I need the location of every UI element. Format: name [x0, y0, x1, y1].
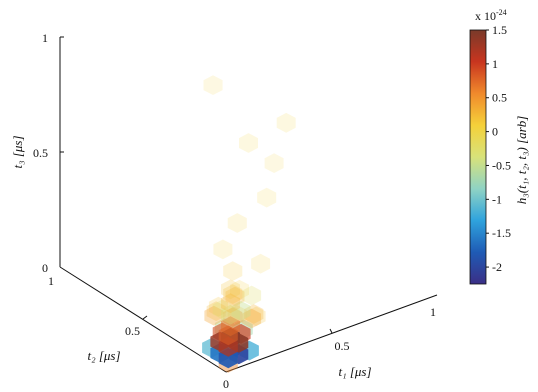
voxel-marker [223, 284, 243, 304]
colorbar-tick-label: -0.5 [492, 158, 511, 172]
voxel-marker [208, 296, 228, 317]
voxel-marker [276, 112, 296, 133]
voxel-marker [230, 279, 249, 300]
y-tick-label: 1 [48, 274, 54, 288]
voxel-marker [225, 286, 245, 307]
colorbar-tick-label: 1.5 [492, 23, 507, 37]
y-axis-line [59, 266, 227, 373]
voxel-marker [221, 293, 240, 314]
x-tick-label: 0.5 [335, 339, 350, 353]
colorbar [469, 29, 487, 285]
z-axis-label: t₃ [μs] [10, 135, 25, 168]
voxel-marker [213, 239, 233, 260]
colorbar-tick-label: 0.5 [492, 91, 507, 105]
colorbar-ticks: 1.5 1 0.5 0 -0.5 -1 -1.5 -2 [486, 23, 511, 274]
voxel-cloud [202, 75, 296, 373]
x-tick-label: 1 [430, 305, 436, 319]
voxel-marker [251, 253, 271, 274]
voxel-marker [204, 305, 224, 326]
voxel-marker [218, 325, 238, 346]
colorbar-tick-label: -1 [492, 192, 502, 206]
y-axis-label: t₂ [μs] [87, 348, 120, 363]
voxel-marker [231, 300, 251, 321]
voxel-marker [221, 304, 240, 325]
y-tick-mark [142, 315, 148, 320]
voxel-marker [242, 285, 262, 306]
x-axis-label: t₁ [μs] [338, 364, 371, 379]
y-tick-label: 0.5 [125, 324, 140, 338]
colorbar-tick-label: -2 [492, 260, 502, 274]
voxel-marker [244, 304, 264, 324]
x-axis-line [225, 294, 438, 373]
colorbar-tick-label: -1.5 [492, 226, 511, 240]
voxel-marker [221, 279, 240, 300]
colorbar-multiplier: x 10-24 [475, 8, 507, 23]
voxel-marker [212, 299, 232, 320]
y-tick-label: 0 [223, 377, 229, 391]
x-tick-mark [329, 328, 333, 334]
voxel-marker [206, 301, 226, 322]
voxel-marker [239, 133, 258, 153]
colorbar-label: h₃(t₁, t₂, t₃) [arb] [514, 116, 529, 205]
voxel-marker [227, 213, 247, 233]
voxel-marker [264, 153, 284, 173]
colorbar-tick-label: 1 [492, 57, 498, 71]
voxel-marker [242, 308, 262, 329]
voxel-marker [246, 306, 266, 327]
z-tick-label: 0 [42, 261, 48, 275]
voxel-marker [203, 75, 223, 95]
z-tick-label: 0.5 [33, 146, 48, 160]
voxel-marker [257, 187, 277, 208]
z-tick-label: 1 [42, 31, 48, 45]
colorbar-tick-label: 0 [492, 125, 498, 139]
voxel-marker [223, 261, 243, 281]
